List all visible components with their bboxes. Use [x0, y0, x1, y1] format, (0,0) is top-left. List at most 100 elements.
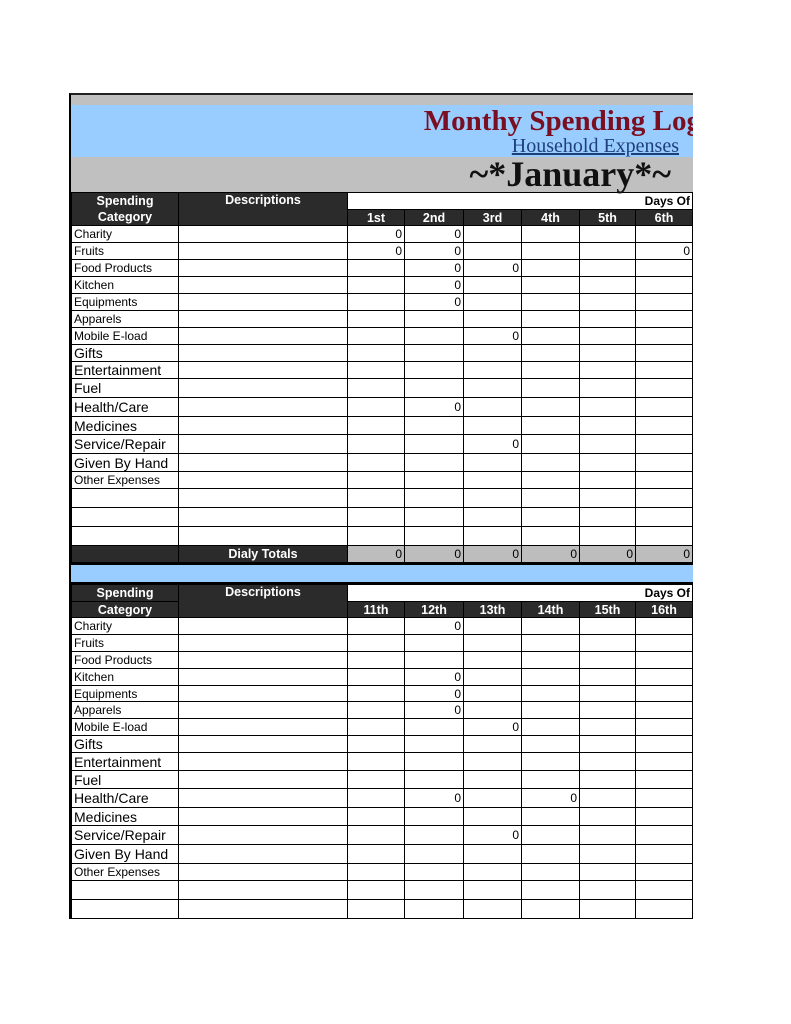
category-cell[interactable]: Equipments [71, 293, 179, 311]
category-cell[interactable]: Charity [71, 225, 179, 243]
amount-cell[interactable] [579, 844, 636, 864]
amount-cell[interactable] [579, 416, 636, 435]
amount-cell[interactable] [579, 310, 636, 328]
amount-cell[interactable] [463, 471, 522, 489]
category-cell[interactable]: Gifts [71, 344, 179, 362]
amount-cell[interactable] [634, 225, 693, 243]
amount-cell[interactable] [634, 770, 693, 789]
amount-cell[interactable]: 0 [404, 397, 464, 417]
amount-cell[interactable] [521, 844, 580, 864]
amount-cell[interactable] [347, 526, 405, 546]
amount-cell[interactable] [634, 293, 693, 311]
amount-cell[interactable] [521, 434, 580, 454]
amount-cell[interactable] [579, 752, 636, 771]
amount-cell[interactable] [404, 378, 464, 398]
amount-cell[interactable] [521, 880, 580, 900]
amount-cell[interactable] [347, 825, 405, 845]
category-cell[interactable]: Fruits [71, 242, 179, 260]
amount-cell[interactable] [579, 634, 636, 652]
amount-cell[interactable] [404, 863, 464, 881]
category-cell[interactable]: Service/Repair [71, 825, 179, 845]
amount-cell[interactable] [579, 242, 636, 260]
amount-cell[interactable] [634, 807, 693, 826]
amount-cell[interactable] [404, 471, 464, 489]
description-cell[interactable] [178, 668, 348, 686]
amount-cell[interactable] [579, 276, 636, 294]
amount-cell[interactable] [521, 310, 580, 328]
amount-cell[interactable] [463, 378, 522, 398]
amount-cell[interactable] [579, 488, 636, 508]
amount-cell[interactable] [463, 899, 522, 919]
amount-cell[interactable] [404, 651, 464, 669]
amount-cell[interactable] [634, 434, 693, 454]
category-cell[interactable]: Food Products [71, 651, 179, 669]
amount-cell[interactable] [463, 488, 522, 508]
amount-cell[interactable]: 0 [347, 225, 405, 243]
category-cell[interactable] [71, 899, 179, 919]
amount-cell[interactable] [634, 276, 693, 294]
category-cell[interactable]: Fuel [71, 378, 179, 398]
amount-cell[interactable] [463, 293, 522, 311]
amount-cell[interactable] [579, 685, 636, 702]
category-cell[interactable]: Given By Hand [71, 844, 179, 864]
amount-cell[interactable] [347, 327, 405, 345]
amount-cell[interactable] [634, 361, 693, 379]
amount-cell[interactable] [634, 488, 693, 508]
amount-cell[interactable] [347, 488, 405, 508]
amount-cell[interactable] [347, 310, 405, 328]
amount-cell[interactable] [579, 453, 636, 472]
amount-cell[interactable] [579, 668, 636, 686]
amount-cell[interactable] [463, 844, 522, 864]
description-cell[interactable] [178, 651, 348, 669]
amount-cell[interactable] [521, 397, 580, 417]
amount-cell[interactable] [521, 617, 580, 635]
amount-cell[interactable] [521, 378, 580, 398]
amount-cell[interactable] [521, 701, 580, 719]
amount-cell[interactable] [347, 634, 405, 652]
description-cell[interactable] [178, 488, 348, 508]
amount-cell[interactable] [634, 526, 693, 546]
description-cell[interactable] [178, 397, 348, 417]
amount-cell[interactable]: 0 [463, 434, 522, 454]
category-cell[interactable]: Charity [71, 617, 179, 635]
amount-cell[interactable] [634, 327, 693, 345]
amount-cell[interactable] [404, 488, 464, 508]
description-cell[interactable] [178, 701, 348, 719]
amount-cell[interactable] [521, 752, 580, 771]
amount-cell[interactable] [634, 378, 693, 398]
amount-cell[interactable]: 0 [404, 259, 464, 277]
amount-cell[interactable] [634, 453, 693, 472]
amount-cell[interactable] [347, 471, 405, 489]
amount-cell[interactable] [347, 293, 405, 311]
amount-cell[interactable] [521, 685, 580, 702]
amount-cell[interactable]: 0 [404, 668, 464, 686]
amount-cell[interactable] [634, 617, 693, 635]
amount-cell[interactable] [579, 526, 636, 546]
amount-cell[interactable] [404, 526, 464, 546]
amount-cell[interactable] [347, 453, 405, 472]
amount-cell[interactable] [579, 807, 636, 826]
category-cell[interactable]: Service/Repair [71, 434, 179, 454]
amount-cell[interactable] [521, 361, 580, 379]
amount-cell[interactable] [404, 634, 464, 652]
amount-cell[interactable] [347, 863, 405, 881]
amount-cell[interactable]: 0 [404, 242, 464, 260]
amount-cell[interactable] [521, 471, 580, 489]
amount-cell[interactable] [579, 293, 636, 311]
amount-cell[interactable] [463, 276, 522, 294]
amount-cell[interactable] [521, 344, 580, 362]
amount-cell[interactable] [404, 310, 464, 328]
amount-cell[interactable] [463, 453, 522, 472]
amount-cell[interactable] [634, 825, 693, 845]
amount-cell[interactable]: 0 [404, 685, 464, 702]
amount-cell[interactable] [347, 752, 405, 771]
amount-cell[interactable] [347, 361, 405, 379]
amount-cell[interactable] [463, 397, 522, 417]
description-cell[interactable] [178, 327, 348, 345]
amount-cell[interactable] [634, 651, 693, 669]
amount-cell[interactable] [347, 416, 405, 435]
amount-cell[interactable] [404, 327, 464, 345]
amount-cell[interactable] [634, 634, 693, 652]
amount-cell[interactable] [634, 899, 693, 919]
amount-cell[interactable] [521, 863, 580, 881]
